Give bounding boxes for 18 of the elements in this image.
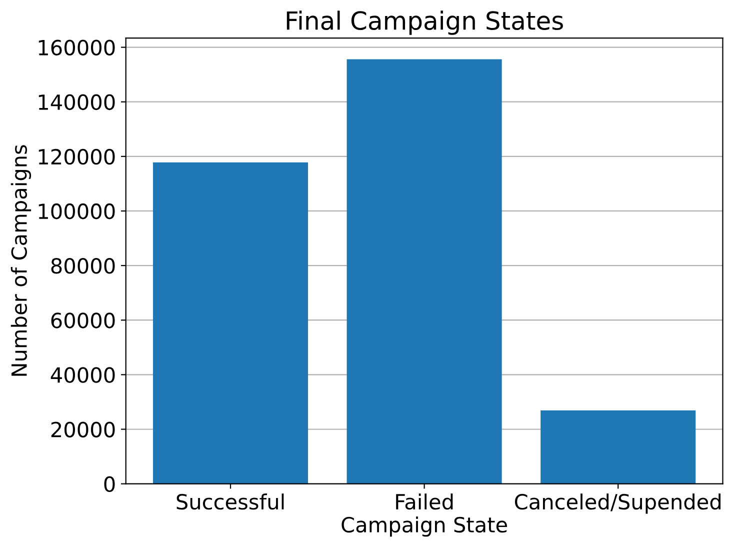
y-tick-label: 40000 — [50, 367, 115, 383]
y-tick-label: 160000 — [38, 40, 115, 56]
bar — [346, 59, 502, 484]
y-axis-title: Number of Campaigns — [10, 145, 32, 376]
y-tick-label: 140000 — [38, 94, 115, 110]
y-tick-label: 60000 — [51, 312, 115, 328]
y-tick-label: 80000 — [51, 258, 115, 274]
y-tick-label: 100000 — [38, 203, 115, 220]
bar — [540, 410, 696, 484]
x-tick-label: Canceled/Supended — [514, 494, 720, 514]
chart-title: Final Campaign States — [286, 10, 563, 35]
x-tick-label: Failed — [396, 494, 453, 510]
x-axis-title: Campaign State — [342, 516, 507, 537]
bar — [152, 162, 308, 484]
x-tick-label: Successful — [176, 494, 284, 510]
y-tick-label: 20000 — [51, 422, 115, 438]
y-tick-label: 0 — [104, 476, 115, 492]
y-tick-label: 120000 — [38, 148, 115, 165]
